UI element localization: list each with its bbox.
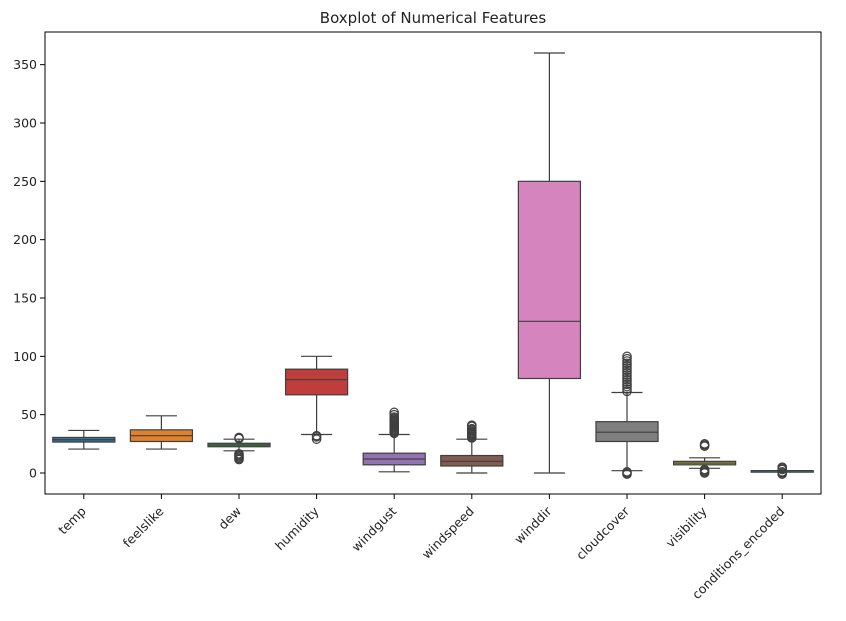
outlier-point xyxy=(622,363,632,373)
outlier-point xyxy=(699,464,710,475)
outlier-point xyxy=(622,377,632,387)
boxes-layer xyxy=(52,52,814,479)
box-conditions_encoded xyxy=(750,462,814,479)
y-tick-label: 100 xyxy=(13,349,37,364)
y-tick-label: 0 xyxy=(29,466,37,481)
box-iqr xyxy=(284,368,349,396)
y-axis: 0 50 100 150 200 250 300 350 xyxy=(13,57,45,481)
y-tick-label: 250 xyxy=(13,174,37,189)
outlier-point xyxy=(466,423,477,434)
outlier-point xyxy=(622,386,632,397)
outlier-point xyxy=(622,467,632,477)
x-tick-label: temp xyxy=(55,503,89,537)
plot-frame xyxy=(44,31,822,495)
outlier-point xyxy=(234,432,244,443)
outlier-point xyxy=(311,430,322,441)
x-tick-label: feelslike xyxy=(120,503,167,550)
outlier-point xyxy=(622,351,632,362)
box-humidity xyxy=(284,355,349,444)
outlier-point xyxy=(622,379,632,390)
box-winddir xyxy=(517,52,582,474)
y-tick-label: 350 xyxy=(13,57,37,72)
box-windgust xyxy=(362,407,426,473)
outlier-point xyxy=(622,356,632,366)
outlier-point xyxy=(234,448,244,459)
x-tick-label: windgust xyxy=(349,503,400,554)
outlier-point xyxy=(777,462,787,472)
box-temp xyxy=(52,429,116,450)
box-windspeed xyxy=(440,420,504,474)
y-tick-label: 300 xyxy=(13,116,37,131)
outlier-point xyxy=(311,434,322,444)
box-cloudcover xyxy=(595,351,659,479)
outlier-point xyxy=(622,374,632,385)
y-tick-label: 200 xyxy=(13,232,37,247)
outlier-point xyxy=(622,365,632,376)
y-tick-label: 150 xyxy=(13,291,37,306)
x-tick-label: dew xyxy=(215,504,244,533)
outlier-point xyxy=(622,360,632,371)
x-tick-label: windspeed xyxy=(419,504,477,562)
outlier-point xyxy=(777,467,787,477)
outlier-point xyxy=(622,353,632,364)
outlier-point xyxy=(622,367,632,378)
outlier-point xyxy=(466,420,477,430)
outlier-point xyxy=(622,381,632,392)
outlier-point xyxy=(389,412,399,422)
x-tick-label: humidity xyxy=(272,503,322,553)
outlier-point xyxy=(389,409,399,420)
box-dew xyxy=(207,432,271,465)
outlier-point xyxy=(622,372,632,383)
x-tick-label: winddir xyxy=(511,503,555,547)
x-axis: temp feelslike dew humidity windgust windspee… xyxy=(55,494,787,602)
outlier-point xyxy=(622,358,632,369)
box-iqr xyxy=(517,180,582,380)
x-tick-label: cloudcover xyxy=(573,503,633,563)
box-feelslike xyxy=(129,415,194,450)
chart-title: Boxplot of Numerical Features xyxy=(320,9,547,27)
outlier-point xyxy=(622,370,632,380)
outlier-point xyxy=(389,407,399,418)
y-tick-label: 50 xyxy=(21,407,37,422)
outlier-point xyxy=(699,439,710,449)
box-visibility xyxy=(672,439,737,478)
outlier-point xyxy=(622,384,632,394)
x-tick-label: visibility xyxy=(663,503,710,550)
